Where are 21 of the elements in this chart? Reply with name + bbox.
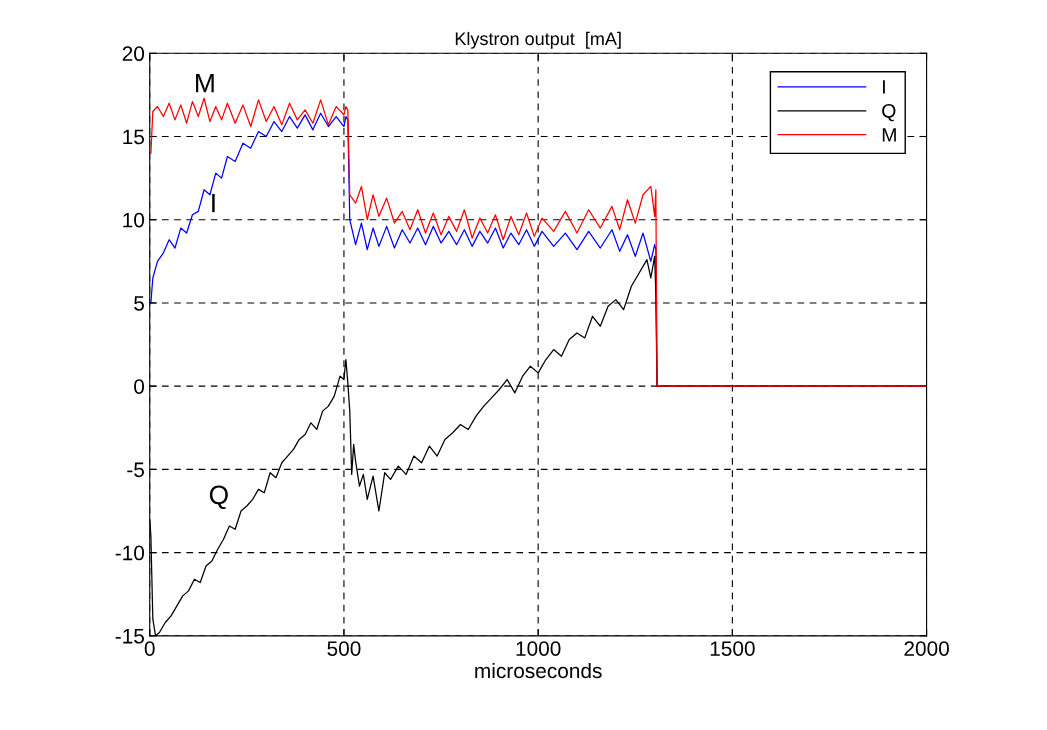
chart-title: Klystron output [mA] — [455, 31, 621, 49]
x-tick-label: 1500 — [710, 641, 755, 656]
y-tick-label: -10 — [115, 545, 145, 561]
x-tick-label: 2000 — [904, 641, 949, 656]
x-axis-title: microseconds — [475, 662, 602, 679]
x-tick-label: 0 — [144, 641, 155, 656]
y-tick-label: 15 — [123, 129, 144, 145]
y-tick-label: 0 — [134, 379, 145, 394]
y-tick-label: 10 — [123, 212, 145, 228]
annotation: Q — [209, 485, 228, 509]
x-tick-label: 500 — [327, 641, 361, 656]
legend-label: Q — [882, 104, 896, 122]
annotation: I — [212, 194, 215, 213]
y-tick-label: 20 — [122, 46, 145, 62]
legend-label: M — [882, 128, 896, 142]
y-tick-label: -5 — [127, 462, 144, 478]
y-tick-label: -15 — [115, 629, 144, 644]
y-tick-label: 5 — [134, 296, 144, 311]
annotation: M — [196, 74, 214, 93]
legend-label: I — [883, 80, 885, 94]
x-tick-label: 1000 — [516, 641, 561, 656]
